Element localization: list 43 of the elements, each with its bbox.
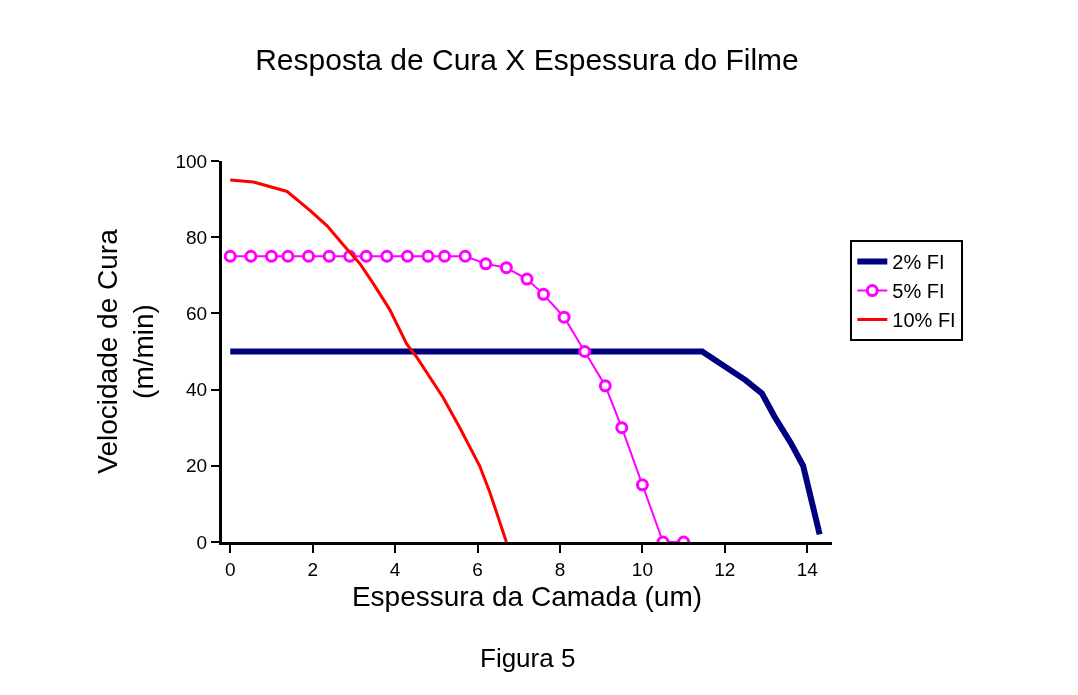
point xyxy=(598,379,612,393)
y-tick-label: 80 xyxy=(186,226,208,248)
y-tick-label: 100 xyxy=(175,150,208,172)
point xyxy=(499,261,513,275)
point xyxy=(578,345,592,358)
legend-label: 2% FI xyxy=(892,251,945,274)
x-tick-label: 14 xyxy=(796,558,819,580)
x-tick-label: 0 xyxy=(224,558,236,580)
point xyxy=(322,249,336,263)
point xyxy=(635,478,649,492)
legend-label: 5% FI xyxy=(892,280,945,303)
x-tick-label: 6 xyxy=(472,558,483,580)
point xyxy=(359,249,373,263)
x-tick-label: 4 xyxy=(389,558,401,580)
point xyxy=(302,249,316,263)
point xyxy=(400,249,414,263)
point xyxy=(281,249,295,263)
point xyxy=(223,249,237,263)
y-tick-label: 0 xyxy=(196,531,208,553)
y-axis-title: Velocidade de Cura (m/min) xyxy=(91,228,160,474)
point xyxy=(615,421,629,435)
x-tick-label: 12 xyxy=(714,558,736,580)
chart-title: Resposta de Cura X Espessura do Filme xyxy=(255,42,799,76)
point xyxy=(520,272,534,286)
x-tick-label: 10 xyxy=(631,558,653,580)
point xyxy=(438,249,452,263)
text: Figura 5 xyxy=(480,643,576,673)
point xyxy=(557,310,571,324)
point xyxy=(536,287,550,301)
point xyxy=(264,249,278,263)
point xyxy=(244,249,258,263)
legend-label: 10% FI xyxy=(892,309,956,332)
point xyxy=(421,249,435,263)
y-tick-label: 20 xyxy=(186,455,208,477)
point xyxy=(458,249,472,263)
point xyxy=(380,249,394,263)
x-tick-label: 2 xyxy=(307,558,318,580)
y-tick-label: 40 xyxy=(186,379,208,401)
line-series xyxy=(228,178,508,542)
x-axis-title: Espessura da Camada (um) xyxy=(351,580,703,612)
y-tick-label: 60 xyxy=(186,303,208,325)
point xyxy=(479,257,493,271)
x-tick-label: 8 xyxy=(554,558,566,580)
